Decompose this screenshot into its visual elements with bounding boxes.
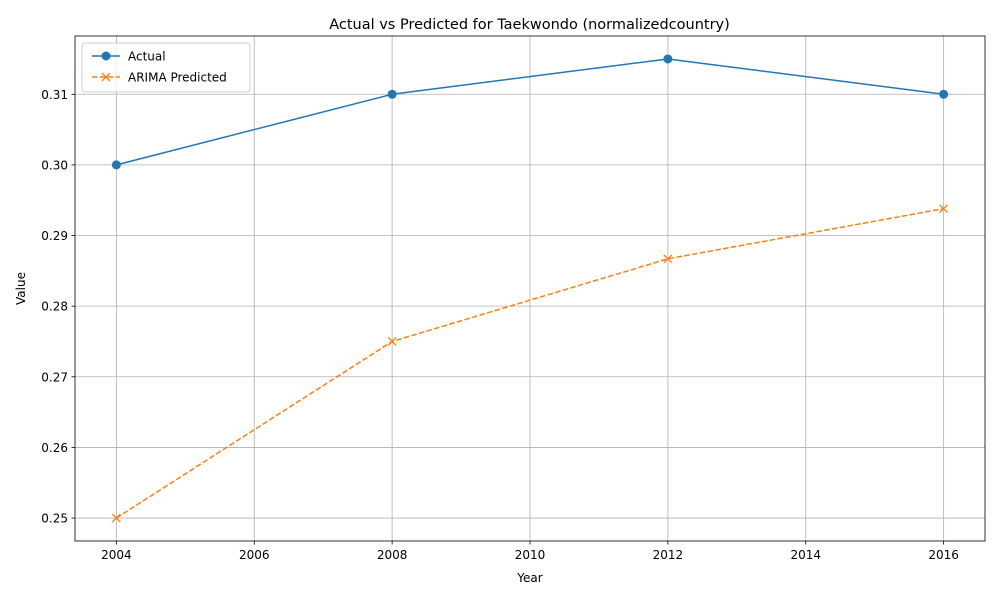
y-tick-label: 0.27 <box>41 370 68 384</box>
data-point-actual <box>111 160 121 170</box>
series-arima-predicted <box>111 204 949 523</box>
y-tick-label: 0.29 <box>41 229 68 243</box>
series-actual <box>111 54 949 170</box>
data-point-arima-predicted <box>111 513 121 523</box>
axis-ticks: 2004 2006 2008 2010 2012 2014 2016 0.25 0.26 0.27… <box>41 88 959 562</box>
data-point-actual <box>939 89 949 99</box>
y-tick-label: 0.30 <box>41 158 68 172</box>
x-tick-label: 2008 <box>377 548 408 562</box>
legend-label-predicted: ARIMA Predicted <box>128 71 227 85</box>
y-tick-label: 0.31 <box>41 88 68 102</box>
legend-marker-predicted <box>101 72 111 82</box>
data-point-arima-predicted <box>939 204 949 214</box>
legend-box <box>81 42 251 93</box>
y-tick-label: 0.26 <box>41 441 68 455</box>
series-line-actual <box>116 58 944 166</box>
x-axis-title: Year <box>516 571 542 585</box>
legend-label-actual: Actual <box>128 50 166 64</box>
data-point-arima-predicted <box>663 254 673 264</box>
data-point-actual <box>387 89 397 99</box>
x-tick-label: 2006 <box>239 548 270 562</box>
y-tick-label: 0.28 <box>41 300 68 314</box>
series-layer <box>111 54 949 523</box>
y-tick-label: 0.25 <box>41 512 68 526</box>
x-tick-label: 2004 <box>101 548 132 562</box>
data-point-arima-predicted <box>387 337 397 346</box>
legend: Actual ARIMA Predicted <box>81 42 251 93</box>
data-point-actual <box>663 54 673 64</box>
x-tick-label: 2014 <box>790 548 821 562</box>
legend-marker-actual <box>101 51 111 61</box>
series-line-arima-predicted <box>115 207 944 519</box>
y-axis-title: Value <box>14 272 28 305</box>
chart-title: Actual vs Predicted for Taekwondo (norma… <box>329 17 730 33</box>
x-tick-label: 2016 <box>928 548 959 562</box>
x-tick-label: 2012 <box>653 548 684 562</box>
x-tick-label: 2010 <box>515 548 546 562</box>
